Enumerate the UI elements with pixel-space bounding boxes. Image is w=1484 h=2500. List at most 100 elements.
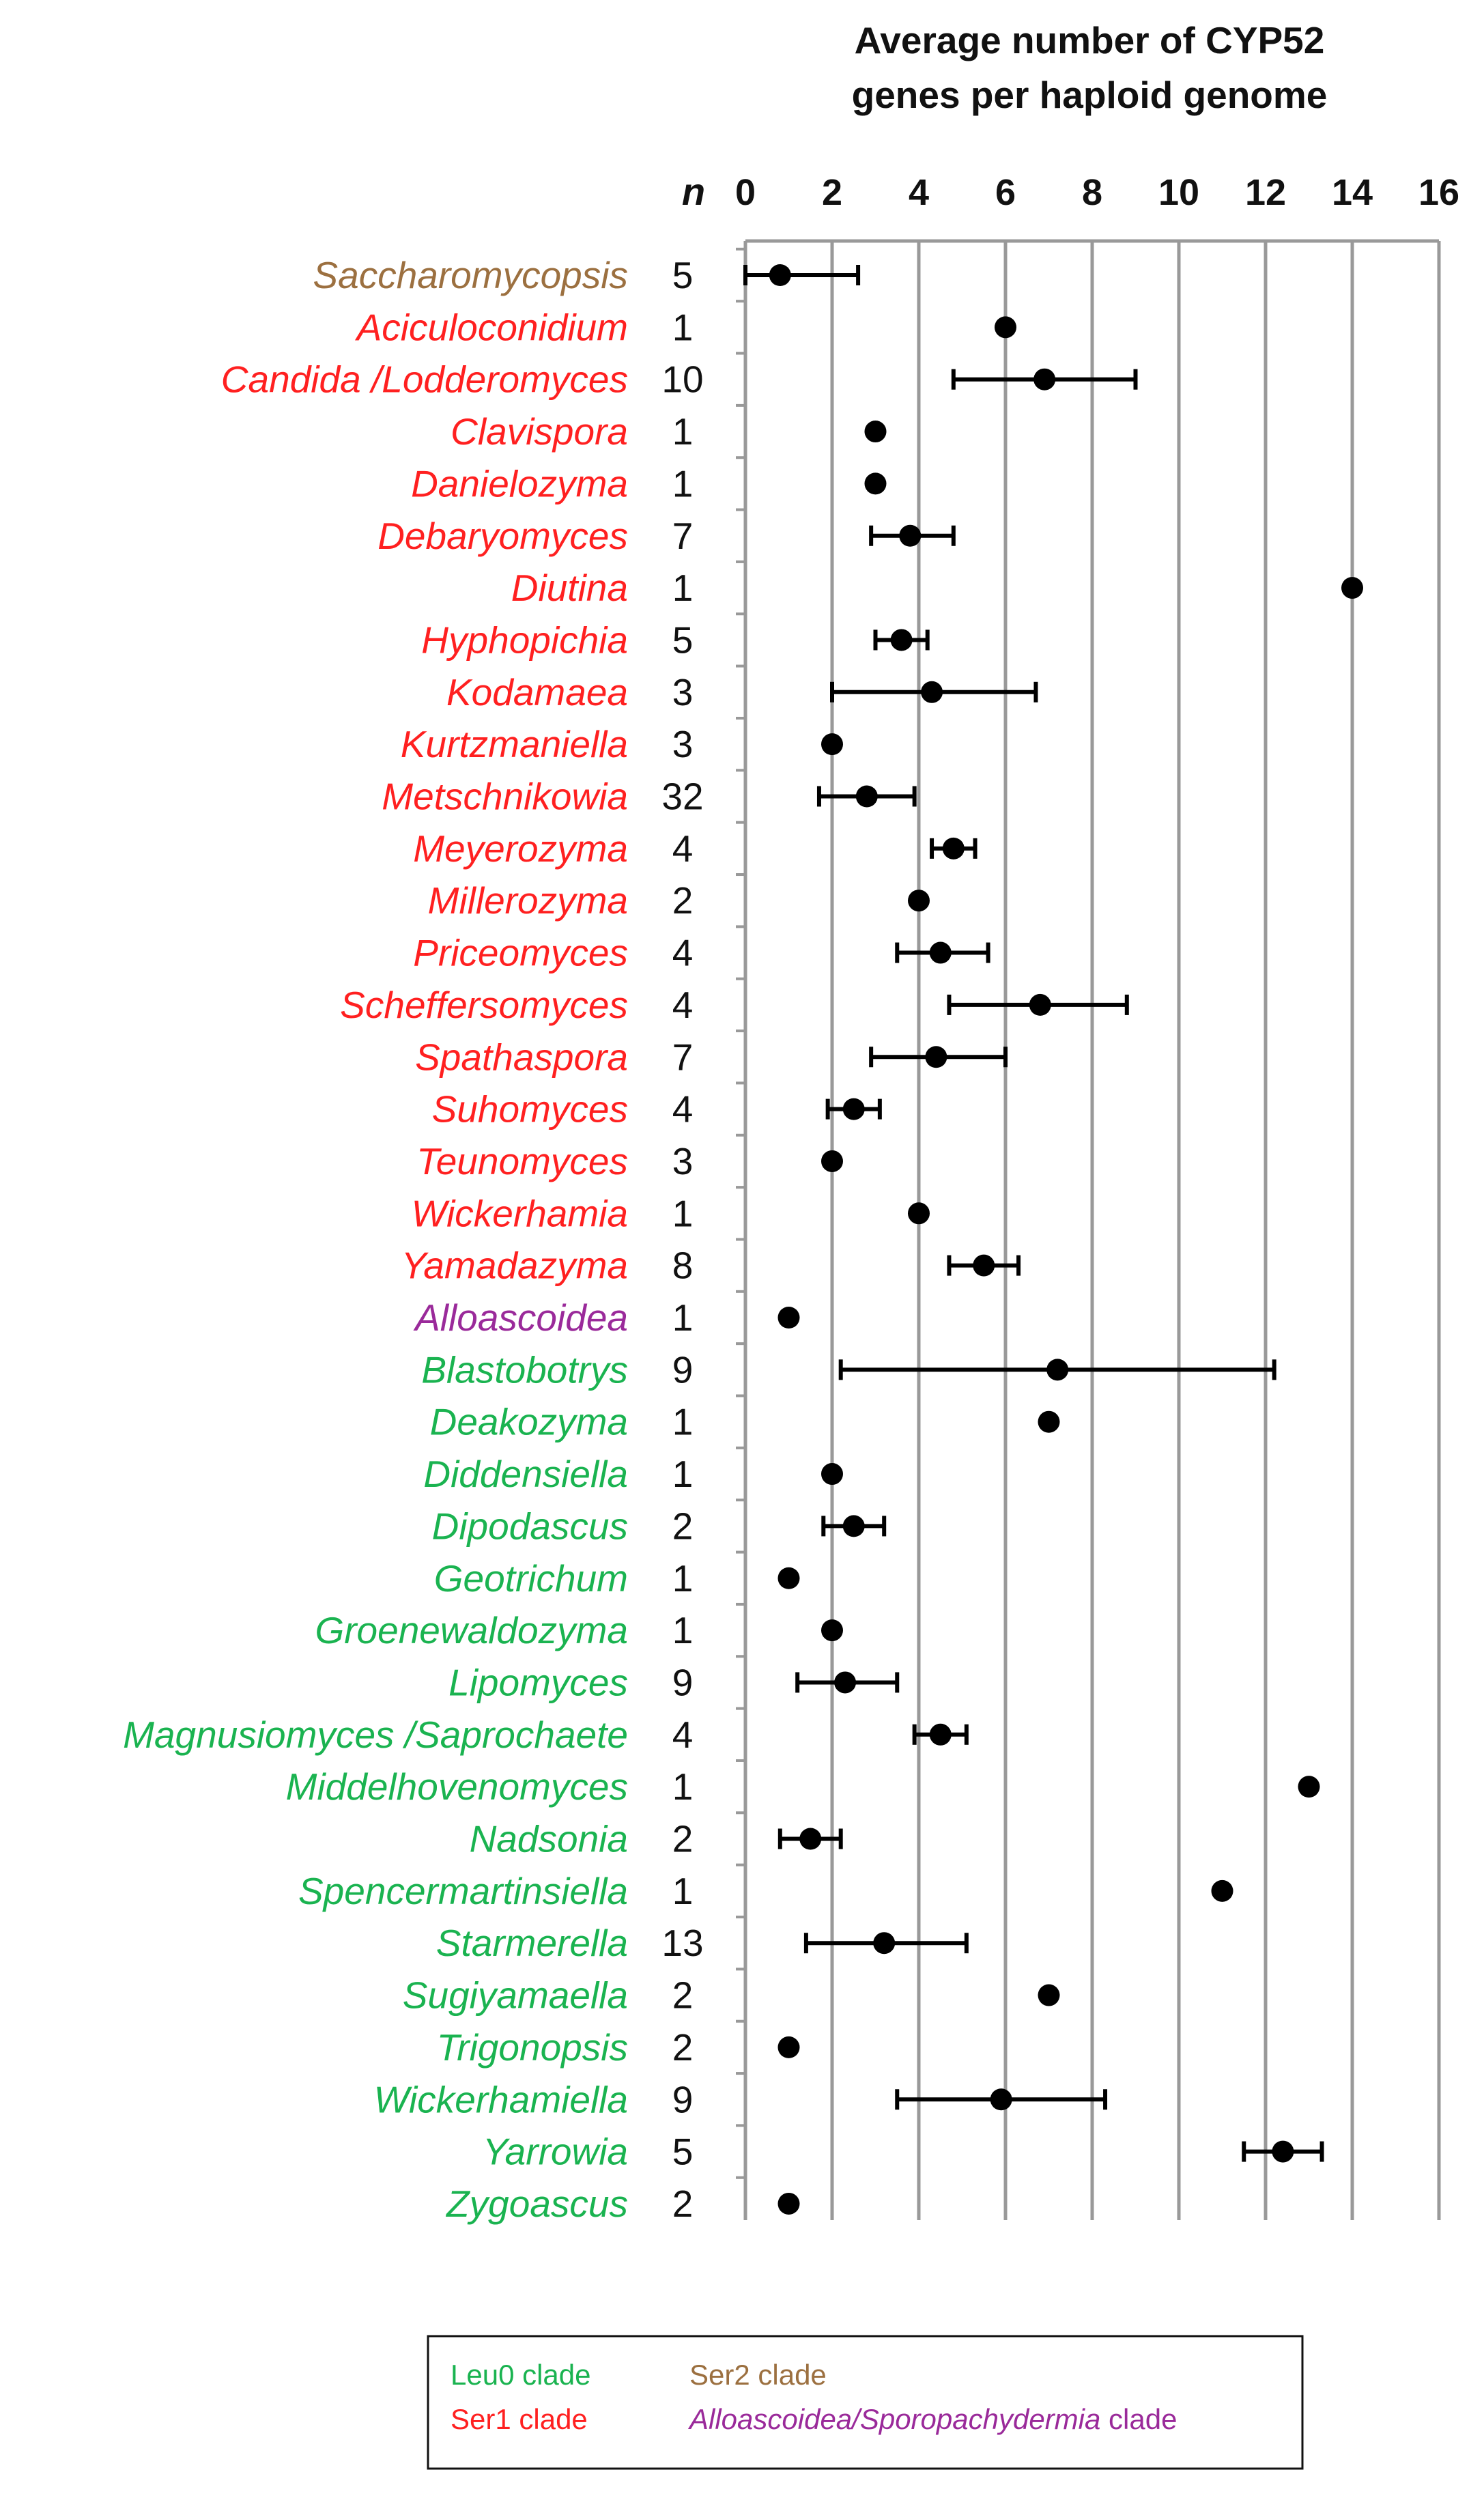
x-tick-label-0: 0 [735,172,756,213]
row-teunomyces: Teunomyces 3 [416,1140,843,1182]
data-point-starmerella [873,1932,896,1955]
n-value-kodamaea: 3 [672,671,694,713]
row-suhomyces: Suhomyces 4 [432,1088,882,1131]
legend-alloascoidea-clade: Alloascoidea/Sporopachydermia clade [687,2403,1177,2435]
n-value-zygoascus: 2 [672,2183,694,2225]
n-value-meyerozyma: 4 [672,827,694,870]
data-point-magnusiomyces-saprochaete [929,1723,952,1746]
row-candida-lodderomyces: Candida /Lodderomyces 10 [221,358,1138,401]
n-value-blastobotrys: 9 [672,1348,694,1391]
row-diutina: Diutina 1 [511,567,1363,609]
legend-box [427,2335,1304,2470]
n-value-kurtzmaniella: 3 [672,723,694,765]
n-value-diutina: 1 [672,567,694,609]
row-metschnikowia: Metschnikowia 32 [382,776,917,818]
n-value-clavispora: 1 [672,410,694,453]
row-magnusiomyces-saprochaete: Magnusiomyces /Saprochaete 4 [123,1714,969,1756]
genus-label-diutina: Diutina [511,567,628,609]
row-danielozyma: Danielozyma 1 [411,462,887,505]
data-point-kodamaea [921,681,943,703]
genus-label-kodamaea: Kodamaea [446,671,628,713]
genus-label-spencermartinsiella: Spencermartinsiella [298,1870,628,1912]
row-meyerozyma: Meyerozyma 4 [413,827,978,870]
row-wickerhamiella: Wickerhamiella 9 [374,2078,1108,2120]
n-value-aciculoconidium: 1 [672,306,694,348]
row-aciculoconidium: Aciculoconidium 1 [355,306,1016,348]
data-point-saccharomycopsis [769,264,791,286]
n-value-trigonopsis: 2 [672,2026,694,2069]
data-point-diutina [1341,577,1363,599]
genus-label-yarrowia: Yarrowia [483,2131,628,2173]
genus-label-metschnikowia: Metschnikowia [382,776,628,818]
row-sugiyamaella: Sugiyamaella 2 [403,1974,1060,2017]
chart-title-line-2: genes per haploid genome [852,74,1328,116]
legend-alloascoidea-name: Alloascoidea/Sporopachydermia [687,2403,1100,2435]
data-point-lipomyces [834,1671,857,1694]
genus-label-kurtzmaniella: Kurtzmaniella [401,723,628,765]
data-point-geotrichum [777,1567,800,1589]
data-point-nadsonia [799,1828,822,1850]
row-scheffersomyces: Scheffersomyces 4 [340,984,1129,1026]
data-point-teunomyces [821,1150,843,1172]
x-tick-label-16: 16 [1418,172,1459,213]
genus-label-spathaspora: Spathaspora [415,1036,628,1078]
row-millerozyma: Millerozyma 2 [428,879,930,922]
data-point-hyphopichia [890,629,913,651]
chart-title-line-1: Average number of CYP52 [855,19,1325,61]
data-point-sugiyamaella [1038,1984,1060,2006]
n-value-dipodascus: 2 [672,1505,694,1547]
x-tick-label-8: 8 [1082,172,1102,213]
row-kurtzmaniella: Kurtzmaniella 3 [401,723,843,765]
genus-label-starmerella: Starmerella [436,1922,628,1964]
row-deakozyma: Deakozyma 1 [430,1401,1060,1443]
n-value-diddensiella: 1 [672,1453,694,1495]
row-dipodascus: Dipodascus 2 [432,1505,887,1547]
genus-label-dipodascus: Dipodascus [432,1505,628,1547]
row-hyphopichia: Hyphopichia 5 [421,619,930,661]
n-value-groenewaldozyma: 1 [672,1609,694,1651]
genus-label-sugiyamaella: Sugiyamaella [403,1974,628,2017]
n-value-scheffersomyces: 4 [672,984,694,1026]
data-point-candida-lodderomyces [1033,368,1056,390]
row-diddensiella: Diddensiella 1 [423,1453,843,1495]
genus-label-nadsonia: Nadsonia [470,1818,628,1860]
data-point-blastobotrys [1046,1359,1069,1381]
n-value-hyphopichia: 5 [672,619,694,661]
genus-label-candida-lodderomyces: Candida /Lodderomyces [221,358,628,401]
genus-label-teunomyces: Teunomyces [416,1140,628,1182]
row-geotrichum: Geotrichum 1 [434,1557,800,1600]
chart-title: Average number of CYP52 genes per haploi… [852,19,1328,116]
row-debaryomyces: Debaryomyces 7 [377,515,956,557]
genus-label-diddensiella: Diddensiella [423,1453,628,1495]
data-point-meyerozyma [942,837,965,860]
data-point-diddensiella [821,1463,843,1486]
genus-label-alloascoidea: Alloascoidea [413,1296,628,1339]
x-tick-label-14: 14 [1332,172,1373,213]
n-value-yarrowia: 5 [672,2131,694,2173]
genus-label-millerozyma: Millerozyma [428,879,628,922]
genus-label-geotrichum: Geotrichum [434,1557,628,1600]
data-point-aciculoconidium [995,316,1016,339]
genus-label-blastobotrys: Blastobotrys [421,1348,628,1391]
genus-label-trigonopsis: Trigonopsis [437,2026,628,2069]
n-value-sugiyamaella: 2 [672,1974,694,2017]
grid-lines [745,239,1441,2220]
genus-label-aciculoconidium: Aciculoconidium [355,306,628,348]
row-nadsonia: Nadsonia 2 [470,1818,843,1860]
data-point-yarrowia [1272,2140,1294,2163]
n-value-deakozyma: 1 [672,1401,694,1443]
n-value-wickerhamiella: 9 [672,2078,694,2120]
data-point-danielozyma [864,472,887,495]
genus-label-lipomyces: Lipomyces [448,1661,628,1703]
x-axis-ticks: 0 2 4 6 8 10 12 14 16 [735,172,1459,213]
data-point-wickerhamiella [990,2088,1012,2111]
row-priceomyces: Priceomyces 4 [413,932,990,974]
y-axis [736,241,747,2220]
legend: Leu0 clade Ser1 clade Ser2 clade Alloasc… [427,2335,1304,2470]
n-value-millerozyma: 2 [672,879,694,922]
data-point-clavispora [864,421,887,443]
data-point-millerozyma [908,890,930,912]
genus-label-suhomyces: Suhomyces [432,1088,628,1131]
n-value-saccharomycopsis: 5 [672,254,694,296]
